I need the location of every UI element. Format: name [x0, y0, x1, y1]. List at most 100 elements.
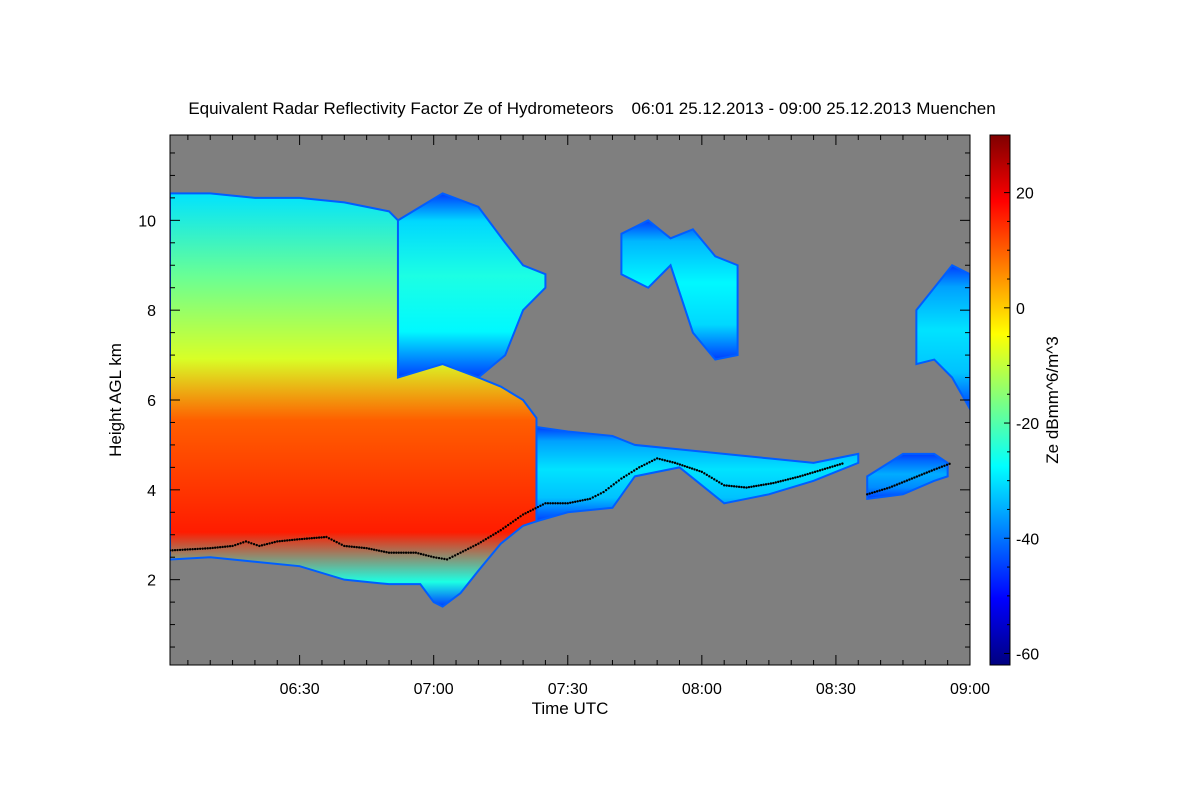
- cloud-base-dot: [581, 499, 584, 502]
- cloud-base-dot: [432, 556, 435, 559]
- cloud-base-dot: [242, 541, 245, 544]
- cloud-base-dot: [427, 554, 430, 558]
- colorbar-axis: 20 0 -20 -40 -60: [1004, 134, 1039, 663]
- cloud-base-dot: [278, 540, 281, 543]
- cloud-base-dot: [516, 516, 520, 520]
- cloud-base-dot: [201, 547, 204, 550]
- cloud-base-dot: [910, 477, 914, 480]
- cloud-base-dot: [424, 554, 428, 557]
- cloud-base-dot: [688, 466, 691, 469]
- cloud-base-dot: [504, 525, 507, 528]
- cloud-region-upper-virga-streaks: [396, 192, 547, 379]
- cloud-base-dot: [546, 502, 550, 505]
- cloud-base-dot: [303, 537, 306, 541]
- cloud-base-dot: [298, 538, 301, 541]
- cloud-base-dot: [875, 490, 879, 493]
- cloud-shape-cirrus-patch-0750: [620, 219, 739, 361]
- cloud-base-dot: [648, 461, 651, 464]
- cloud-base-dot: [755, 484, 758, 488]
- cloud-base-dot: [918, 474, 921, 477]
- cloud-base-dot: [288, 539, 291, 542]
- cloud-base-dot: [392, 551, 396, 554]
- cloud-base-dot: [905, 479, 909, 482]
- cloud-base-dot: [836, 463, 839, 467]
- y-tick-label: 10: [138, 213, 156, 230]
- cloud-base-dot: [609, 485, 613, 488]
- cloud-base-dot: [673, 461, 677, 465]
- cloud-base-dot: [671, 461, 674, 464]
- cloud-base-dot: [750, 485, 753, 488]
- cloud-base-dot: [718, 481, 721, 484]
- y-tick-label: 4: [147, 483, 156, 500]
- cloud-base-dot: [300, 537, 304, 541]
- cloud-base-dot: [742, 486, 746, 489]
- cloud-base-dot: [727, 484, 731, 488]
- cloud-base-dot: [461, 550, 465, 553]
- cloud-base-dot: [469, 546, 472, 549]
- time-range-text: 06:01 25.12.2013 - 09:00 25.12.2013: [631, 99, 911, 118]
- cloud-base-dot: [536, 505, 540, 509]
- cloud-base-dot: [559, 502, 562, 505]
- cloud-base-dot: [472, 545, 475, 548]
- cloud-base-dot: [509, 522, 512, 525]
- cloud-base-dot: [549, 502, 552, 505]
- cloud-base-dot: [526, 510, 530, 514]
- cloud-base-dot: [365, 547, 368, 550]
- cloud-base-dot: [566, 502, 569, 505]
- cloud-base-dot: [571, 501, 574, 504]
- cloud-base-dot: [923, 472, 926, 475]
- cloud-base-dot: [576, 500, 579, 503]
- cloud-base-dot: [514, 518, 517, 521]
- cloud-base-dot: [395, 551, 398, 554]
- cloud-base-dot: [740, 485, 743, 489]
- cloud-base-dot: [786, 478, 790, 481]
- cloud-base-dot: [534, 507, 537, 510]
- cloud-base-dot: [524, 512, 527, 515]
- cloud-base-dot: [578, 499, 582, 503]
- cloud-base-dot: [340, 543, 343, 546]
- cloud-base-dot: [350, 545, 353, 548]
- cloud-base-dot: [569, 501, 572, 505]
- x-tick-label: 08:00: [682, 681, 722, 698]
- cloud-base-dot: [285, 539, 289, 542]
- cloud-base-dot: [499, 529, 502, 532]
- cloud-base-dot: [615, 481, 618, 484]
- cloud-base-dot: [228, 545, 232, 548]
- cloud-base-dot: [239, 542, 242, 545]
- cloud-base-dot: [293, 538, 296, 541]
- cloud-base-dot: [893, 484, 896, 487]
- cloud-base-dot: [831, 465, 834, 468]
- cloud-base-dot: [801, 474, 804, 477]
- cloud-base-dot: [252, 542, 256, 546]
- cloud-base-dot: [325, 535, 328, 539]
- cloud-base-dot: [260, 544, 264, 547]
- y-axis-label: Height AGL km: [106, 343, 125, 457]
- cloud-base-dot: [683, 464, 686, 468]
- cloud-base-dot: [625, 474, 628, 477]
- cloud-base-dot: [290, 538, 294, 542]
- cloud-base-dot: [596, 493, 600, 496]
- cloud-base-dot: [826, 466, 829, 470]
- cloud-base-dot: [419, 552, 423, 556]
- cloud-base-dot: [397, 551, 400, 554]
- x-tick-label: 07:30: [548, 681, 588, 698]
- cloud-base-dot: [502, 527, 505, 530]
- cloud-base-dot: [663, 459, 667, 462]
- cloud-base-dot: [357, 546, 361, 549]
- cloud-base-dot: [487, 536, 490, 539]
- cloud-base-dot: [402, 551, 405, 554]
- cloud-base-dot: [221, 545, 224, 549]
- colorbar-tick-label: -20: [1016, 416, 1039, 433]
- cloud-base-dot: [620, 477, 623, 480]
- cloud-base-dot: [690, 467, 694, 470]
- cloud-base-dot: [940, 465, 944, 468]
- cloud-base-dot: [635, 467, 638, 471]
- cloud-base-dot: [890, 485, 894, 488]
- cloud-base-dot: [607, 487, 610, 490]
- chart-title: Equivalent Radar Reflectivity Factor Ze …: [188, 99, 995, 118]
- cloud-base-dot: [658, 457, 661, 461]
- cloud-base-dot: [544, 502, 547, 505]
- cloud-base-dot: [823, 467, 827, 471]
- cloud-base-dot: [327, 537, 331, 540]
